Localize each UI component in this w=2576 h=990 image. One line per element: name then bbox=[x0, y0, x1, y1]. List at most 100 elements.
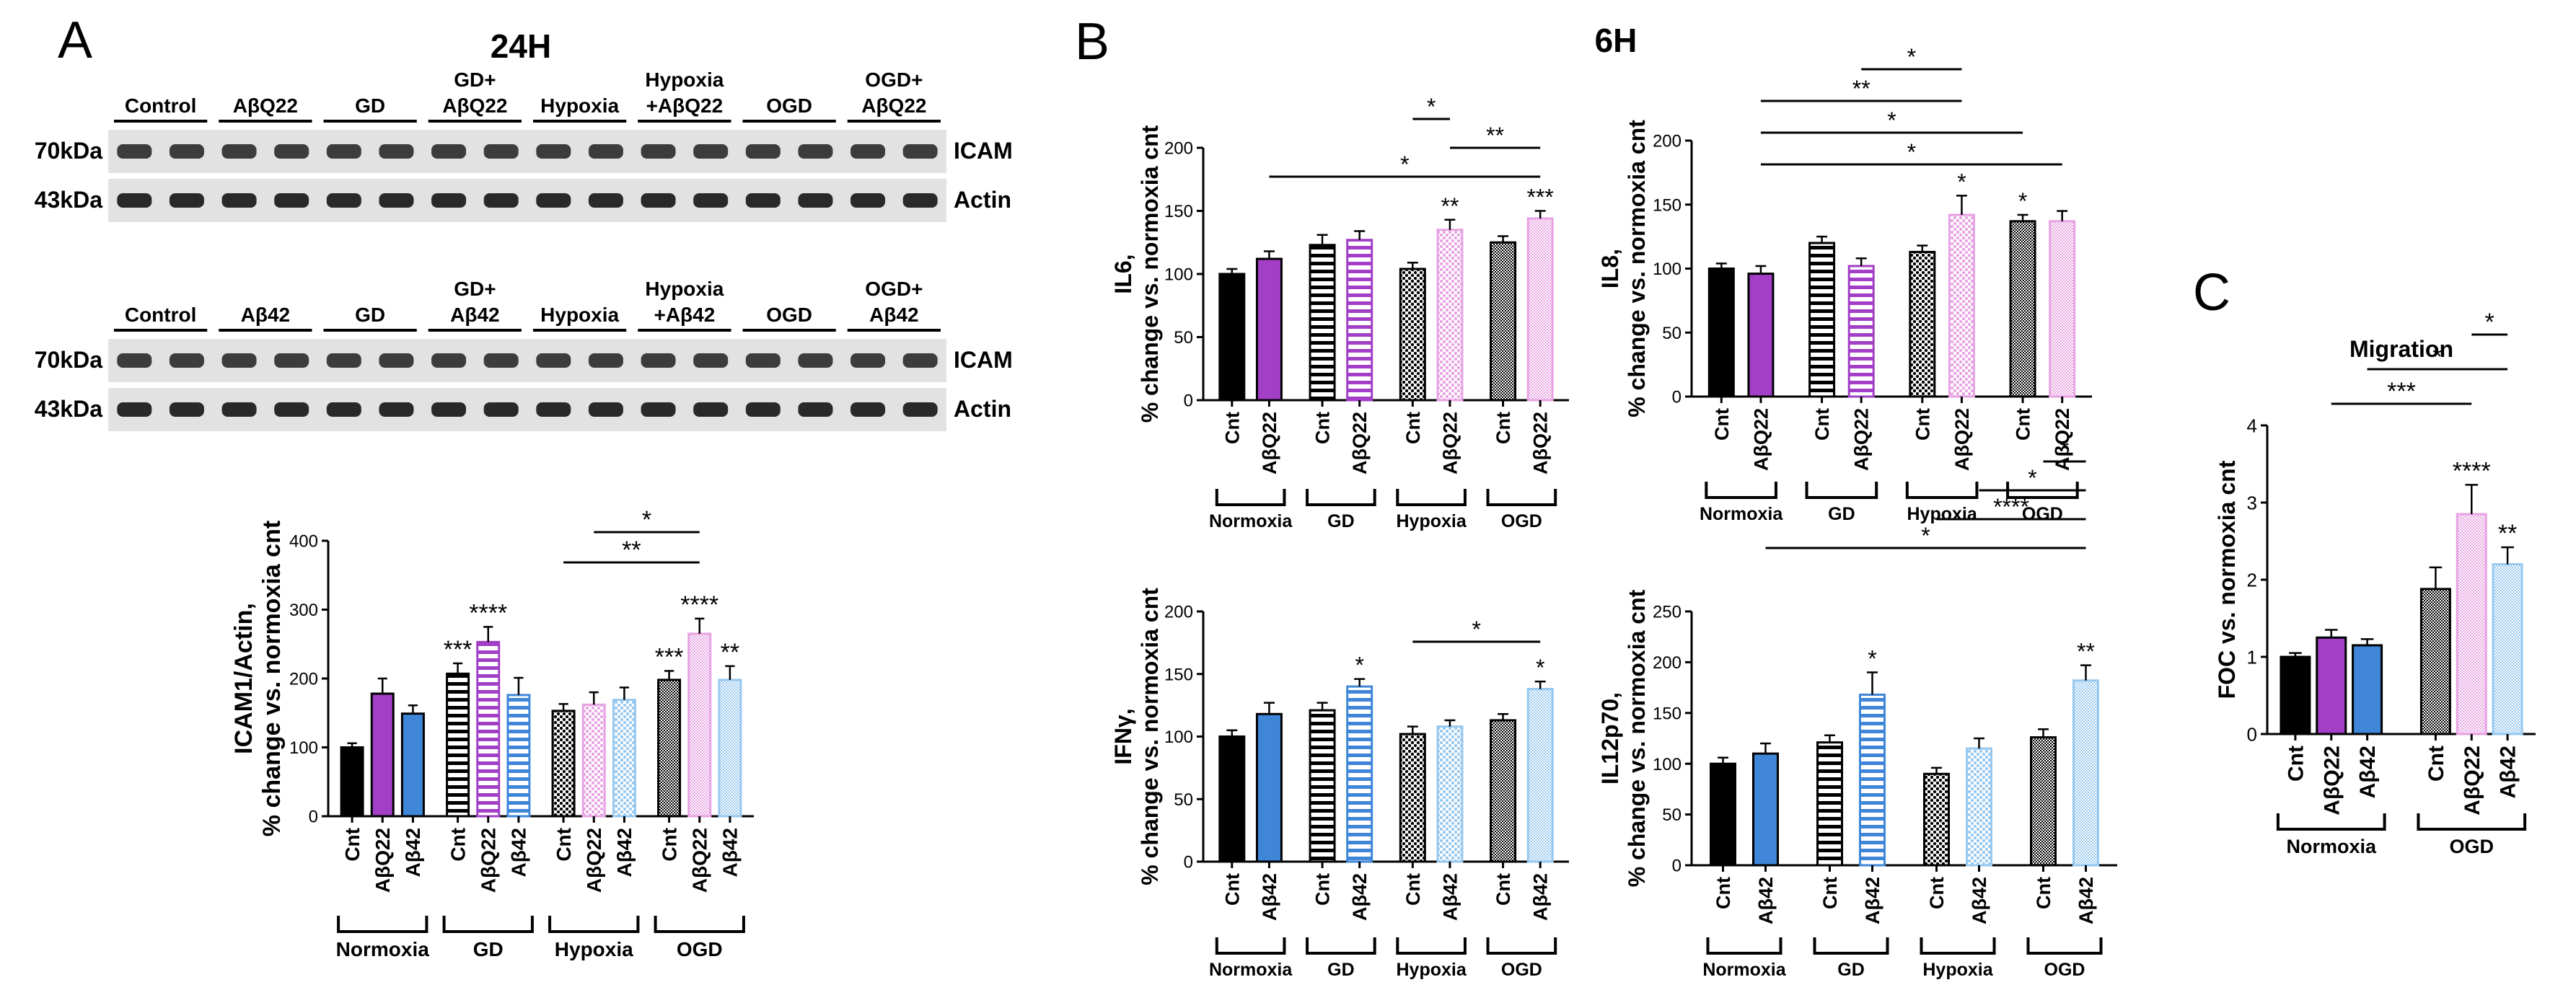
y-tick-label: 3 bbox=[2247, 492, 2257, 513]
bar bbox=[1707, 268, 1735, 398]
bar bbox=[1346, 685, 1373, 863]
protein-label: ICAM bbox=[954, 138, 1013, 164]
category-label: AβQ22 bbox=[583, 828, 605, 893]
bar bbox=[1966, 747, 1992, 867]
y-tick-label: 200 bbox=[1653, 653, 1682, 673]
comparison-label: ** bbox=[622, 536, 641, 564]
group-label: GD bbox=[1828, 504, 1855, 524]
y-tick-label: 2 bbox=[2247, 569, 2257, 591]
group-label: GD bbox=[1327, 960, 1355, 980]
protein-band bbox=[483, 402, 519, 417]
lane-group-label: GD+ bbox=[454, 68, 496, 91]
category-label: Cnt bbox=[1711, 408, 1733, 441]
category-label: AβQ22 bbox=[372, 828, 394, 893]
group-bracket bbox=[1306, 489, 1376, 506]
protein-band bbox=[536, 193, 571, 208]
protein-band bbox=[169, 193, 204, 208]
western-blot-2: Control Aβ42 GD GD+ Aβ42 Hypoxia Hypoxia +Aβ42 O… bbox=[35, 278, 1013, 431]
bar bbox=[2352, 644, 2383, 735]
group-bracket bbox=[1396, 489, 1467, 506]
category-label: Aβ42 bbox=[1862, 877, 1883, 924]
comparison-label: * bbox=[2485, 309, 2494, 336]
group-bracket bbox=[1705, 482, 1777, 499]
lane-group-label: AβQ22 bbox=[861, 94, 926, 117]
category-label: Cnt bbox=[1221, 412, 1243, 444]
group-label: Hypoxia bbox=[1907, 504, 1977, 524]
category-label: Cnt bbox=[1402, 873, 1424, 906]
comparison-label: * bbox=[1921, 523, 1930, 549]
protein-band bbox=[850, 193, 886, 208]
bar bbox=[1859, 693, 1886, 867]
comparison-label: * bbox=[1907, 44, 1916, 70]
chart-title: Migration bbox=[2349, 336, 2453, 362]
y-axis-label: % change vs. normoxia cnt bbox=[1137, 588, 1163, 885]
bar bbox=[1747, 273, 1775, 398]
protein-band bbox=[221, 353, 257, 368]
comparison-label: * bbox=[1887, 107, 1896, 133]
y-tick-label: 200 bbox=[1164, 603, 1193, 622]
bar bbox=[1218, 273, 1246, 402]
y-tick-label: 50 bbox=[1662, 805, 1682, 825]
category-label: AβQ22 bbox=[1530, 412, 1552, 474]
significance-label: * bbox=[1868, 645, 1876, 671]
bar bbox=[1436, 725, 1464, 863]
protein-label: ICAM bbox=[954, 347, 1013, 373]
category-label: Cnt bbox=[1493, 412, 1514, 444]
bar bbox=[1436, 229, 1464, 402]
bar bbox=[2456, 513, 2487, 735]
group-bracket bbox=[1486, 937, 1557, 955]
lane-group-label: Aβ42 bbox=[869, 304, 918, 326]
bar bbox=[687, 632, 712, 818]
protein-band bbox=[588, 193, 623, 208]
protein-label: Actin bbox=[954, 396, 1011, 422]
protein-band bbox=[379, 193, 414, 208]
category-label: Cnt bbox=[2425, 746, 2448, 782]
category-label: Cnt bbox=[341, 828, 364, 862]
protein-band bbox=[641, 193, 676, 208]
protein-band bbox=[169, 144, 204, 159]
protein-band bbox=[798, 402, 833, 417]
protein-band bbox=[588, 353, 623, 368]
panel-b-title: 6H bbox=[1595, 22, 1638, 59]
y-tick-label: 200 bbox=[1164, 139, 1193, 159]
category-label: AβQ22 bbox=[2320, 746, 2344, 816]
comparison-label: * bbox=[1907, 139, 1916, 165]
category-label: AβQ22 bbox=[1439, 412, 1461, 474]
molecular-weight-label: 70kDa bbox=[35, 347, 103, 373]
group-bracket bbox=[1486, 489, 1557, 506]
category-label: Cnt bbox=[1912, 408, 1933, 441]
significance-label: ** bbox=[2077, 639, 2095, 665]
y-axis-label: % change vs. normoxia cnt bbox=[258, 521, 286, 836]
bar bbox=[581, 703, 606, 818]
category-label: Cnt bbox=[658, 828, 680, 862]
protein-band bbox=[221, 144, 257, 159]
category-label: Cnt bbox=[2013, 408, 2034, 441]
protein-band bbox=[902, 193, 938, 208]
group-bracket bbox=[1813, 937, 1889, 955]
protein-band bbox=[850, 353, 886, 368]
category-label: Aβ42 bbox=[1259, 873, 1280, 921]
western-blot-1: Control AβQ22 GD GD+ AβQ22 Hypoxia Hypoxia +AβQ… bbox=[35, 68, 1013, 222]
protein-band bbox=[641, 353, 676, 368]
protein-band bbox=[798, 353, 833, 368]
protein-band bbox=[798, 144, 833, 159]
protein-band bbox=[431, 144, 467, 159]
significance-label: * bbox=[1957, 169, 1966, 195]
category-label: AβQ22 bbox=[1259, 412, 1280, 474]
group-bracket bbox=[654, 916, 745, 933]
protein-band bbox=[379, 144, 414, 159]
molecular-weight-label: 43kDa bbox=[35, 396, 103, 422]
category-label: Aβ42 bbox=[2356, 746, 2380, 798]
protein-band bbox=[431, 193, 467, 208]
category-label: Cnt bbox=[447, 828, 469, 862]
bar bbox=[1710, 762, 1736, 867]
bar bbox=[1346, 239, 1373, 402]
y-tick-label: 50 bbox=[1662, 324, 1682, 343]
y-axis-label: % change vs. normoxia cnt bbox=[1137, 125, 1163, 423]
category-label: AβQ22 bbox=[1349, 412, 1371, 474]
category-label: Cnt bbox=[1312, 873, 1334, 906]
comparison-label: * bbox=[2060, 436, 2069, 462]
y-tick-label: 250 bbox=[1653, 603, 1682, 622]
lane-group-label: Control bbox=[125, 94, 197, 117]
